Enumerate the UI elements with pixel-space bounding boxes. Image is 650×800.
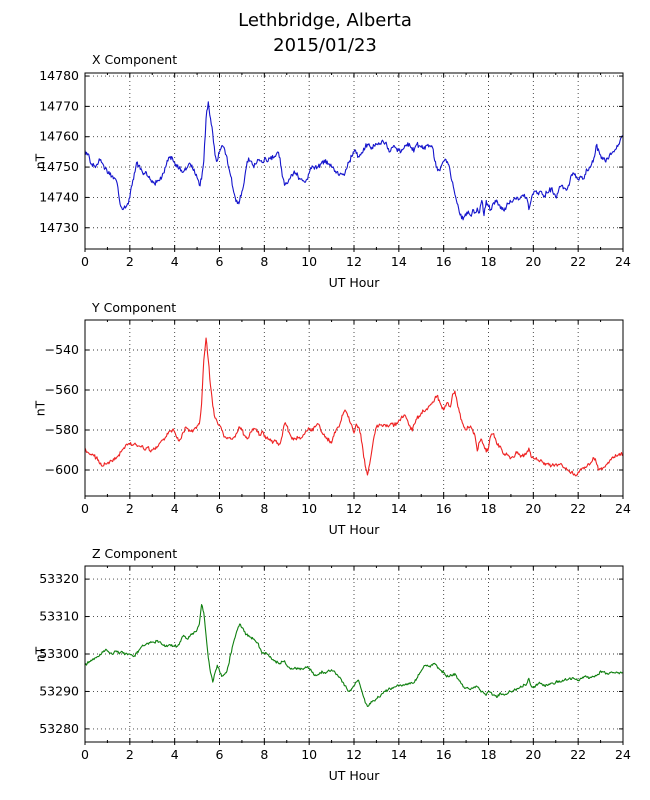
series-line-x-component [84, 101, 624, 221]
x-tick-label: 2 [126, 254, 134, 269]
y-tick-label: 14780 [39, 68, 79, 83]
x-tick-label: 8 [260, 501, 268, 516]
x-tick-label: 12 [346, 747, 362, 762]
x-tick-label: 0 [81, 747, 89, 762]
x-tick-label: 24 [615, 254, 631, 269]
series-line-z-component [84, 604, 624, 707]
x-tick-label: 10 [301, 254, 317, 269]
x-tick-label: 14 [391, 747, 407, 762]
x-tick-label: 18 [481, 747, 497, 762]
x-tick-label: 22 [570, 501, 586, 516]
y-tick-label: −600 [45, 462, 79, 477]
x-tick-label: 4 [171, 747, 179, 762]
x-tick-label: 24 [615, 501, 631, 516]
x-tick-label: 2 [126, 747, 134, 762]
y-tick-label: −540 [45, 342, 79, 357]
x-tick-label: 16 [436, 747, 452, 762]
x-tick-label: 12 [346, 501, 362, 516]
figure-title: Lethbridge, Alberta 2015/01/23 [0, 8, 650, 58]
y-tick-label: 53290 [39, 683, 79, 698]
y-tick-label: 53310 [39, 609, 79, 624]
y-tick-label: 53320 [39, 571, 79, 586]
x-tick-label: 16 [436, 254, 452, 269]
y-tick-label: 53300 [39, 646, 79, 661]
figure-title-location: Lethbridge, Alberta [238, 10, 412, 31]
x-tick-label: 0 [81, 254, 89, 269]
x-tick-label: 6 [216, 501, 224, 516]
x-tick-label: 12 [346, 254, 362, 269]
y-tick-label: 53280 [39, 721, 79, 736]
x-tick-label: 6 [216, 254, 224, 269]
x-axis-label-x-plot: UT Hour [328, 275, 380, 290]
x-tick-label: 8 [260, 254, 268, 269]
x-tick-label: 18 [481, 254, 497, 269]
x-tick-label: 4 [171, 254, 179, 269]
x-tick-label: 24 [615, 747, 631, 762]
x-tick-label: 10 [301, 747, 317, 762]
figure-title-date: 2015/01/23 [273, 35, 377, 56]
y-tick-label: 14770 [39, 98, 79, 113]
x-tick-label: 0 [81, 501, 89, 516]
x-tick-label: 22 [570, 747, 586, 762]
y-tick-label: −560 [45, 382, 79, 397]
subplot-title-z-component: Z Component [92, 546, 178, 561]
series-line-y-component [84, 337, 624, 477]
x-tick-label: 14 [391, 254, 407, 269]
subplot-title-y-component: Y Component [92, 300, 177, 315]
x-tick-label: 8 [260, 747, 268, 762]
x-axis-label-z-plot: UT Hour [328, 768, 380, 783]
y-tick-label: 14750 [39, 159, 79, 174]
x-tick-label: 2 [126, 501, 134, 516]
x-tick-label: 18 [481, 501, 497, 516]
subplot-title-x-component: X Component [92, 52, 178, 67]
x-tick-label: 10 [301, 501, 317, 516]
y-tick-label: −580 [45, 422, 79, 437]
x-axis-label-y-plot: UT Hour [328, 522, 380, 537]
x-tick-label: 22 [570, 254, 586, 269]
x-tick-label: 14 [391, 501, 407, 516]
x-tick-label: 20 [525, 501, 541, 516]
y-tick-label: 14740 [39, 189, 79, 204]
x-tick-label: 16 [436, 501, 452, 516]
y-tick-label: 14730 [39, 220, 79, 235]
x-tick-label: 6 [216, 747, 224, 762]
y-tick-label: 14760 [39, 129, 79, 144]
x-tick-label: 4 [171, 501, 179, 516]
x-tick-label: 20 [525, 747, 541, 762]
x-tick-label: 20 [525, 254, 541, 269]
